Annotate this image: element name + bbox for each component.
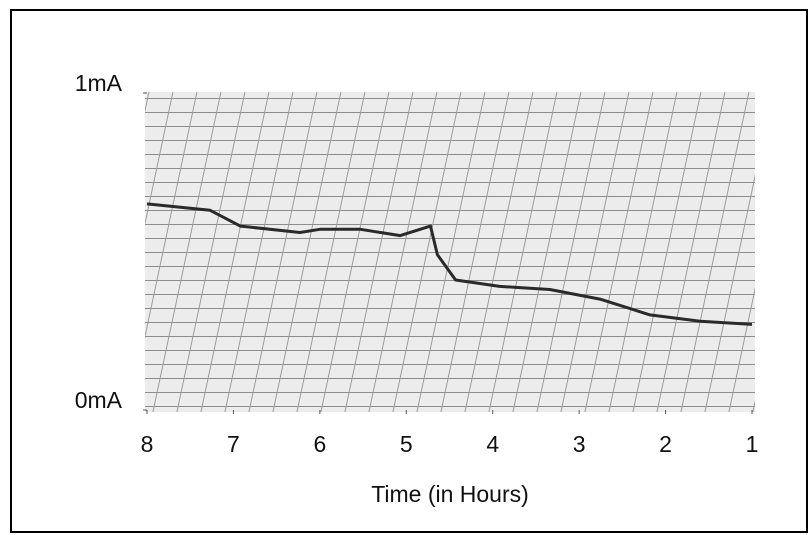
x-tick-label: 1	[746, 431, 759, 457]
y-tick-label: 0mA	[75, 387, 123, 413]
x-tick-label: 6	[313, 431, 326, 457]
x-tick-label: 3	[573, 431, 586, 457]
x-tick-label: 7	[227, 431, 240, 457]
x-tick-label: 4	[486, 431, 499, 457]
trace	[146, 202, 753, 326]
x-tick-label: 2	[659, 431, 672, 457]
x-tick-label: 5	[400, 431, 413, 457]
recording-paper	[145, 92, 755, 412]
x-axis-label: Time (in Hours)	[371, 481, 529, 507]
x-tick-label: 8	[141, 431, 154, 457]
y-tick-label: 1mA	[75, 70, 123, 96]
frame	[10, 9, 808, 533]
